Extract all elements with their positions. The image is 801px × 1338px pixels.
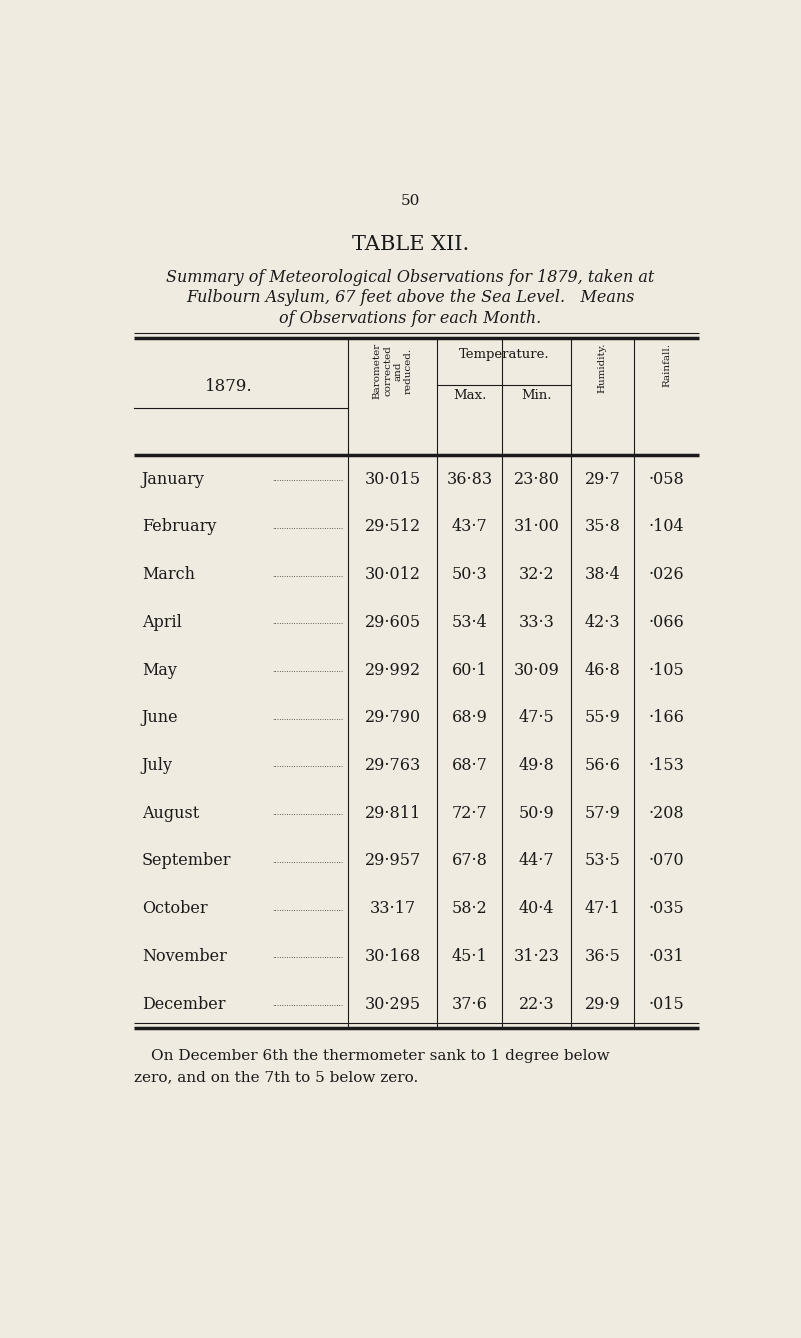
Text: ·066: ·066 [649, 614, 685, 630]
Text: 68·9: 68·9 [452, 709, 488, 727]
Text: Max.: Max. [453, 389, 486, 403]
Text: 29·9: 29·9 [585, 995, 620, 1013]
Text: ..............................: .............................. [272, 523, 344, 531]
Text: 30·295: 30·295 [364, 995, 421, 1013]
Text: December: December [142, 995, 225, 1013]
Text: February: February [142, 518, 216, 535]
Text: ·026: ·026 [649, 566, 684, 583]
Text: Humidity.: Humidity. [598, 343, 607, 393]
Text: May: May [142, 661, 176, 678]
Text: ..............................: .............................. [272, 475, 344, 483]
Text: October: October [142, 900, 207, 918]
Text: Barometer
corrected
and
reduced.: Barometer corrected and reduced. [372, 343, 413, 399]
Text: ..............................: .............................. [272, 713, 344, 721]
Text: 72·7: 72·7 [452, 804, 488, 822]
Text: 38·4: 38·4 [585, 566, 620, 583]
Text: 56·6: 56·6 [585, 757, 620, 773]
Text: zero, and on the 7th to 5 below zero.: zero, and on the 7th to 5 below zero. [135, 1070, 418, 1084]
Text: 50·9: 50·9 [519, 804, 554, 822]
Text: 46·8: 46·8 [585, 661, 620, 678]
Text: Min.: Min. [521, 389, 552, 403]
Text: ·035: ·035 [649, 900, 685, 918]
Text: ..............................: .............................. [272, 904, 344, 913]
Text: 23·80: 23·80 [513, 471, 559, 487]
Text: 43·7: 43·7 [452, 518, 488, 535]
Text: ·031: ·031 [649, 947, 685, 965]
Text: 50: 50 [400, 194, 421, 207]
Text: On December 6th the thermometer sank to 1 degree below: On December 6th the thermometer sank to … [151, 1049, 610, 1062]
Text: 45·1: 45·1 [452, 947, 488, 965]
Text: 42·3: 42·3 [585, 614, 620, 630]
Text: 30·09: 30·09 [513, 661, 559, 678]
Text: 49·8: 49·8 [519, 757, 554, 773]
Text: ..............................: .............................. [272, 666, 344, 674]
Text: ·015: ·015 [649, 995, 685, 1013]
Text: 47·5: 47·5 [519, 709, 554, 727]
Text: of Observations for each Month.: of Observations for each Month. [280, 310, 541, 326]
Text: August: August [142, 804, 199, 822]
Text: ·070: ·070 [649, 852, 684, 870]
Text: ..............................: .............................. [272, 1001, 344, 1008]
Text: 30·015: 30·015 [364, 471, 421, 487]
Text: 57·9: 57·9 [585, 804, 620, 822]
Text: September: September [142, 852, 231, 870]
Text: ·058: ·058 [649, 471, 685, 487]
Text: 29·790: 29·790 [364, 709, 421, 727]
Text: 53·4: 53·4 [452, 614, 488, 630]
Text: 58·2: 58·2 [452, 900, 488, 918]
Text: 33·17: 33·17 [370, 900, 416, 918]
Text: 55·9: 55·9 [585, 709, 620, 727]
Text: 29·811: 29·811 [364, 804, 421, 822]
Text: Fulbourn Asylum, 67 feet above the Sea Level.   Means: Fulbourn Asylum, 67 feet above the Sea L… [187, 289, 634, 306]
Text: 29·605: 29·605 [364, 614, 421, 630]
Text: 50·3: 50·3 [452, 566, 488, 583]
Text: 31·23: 31·23 [513, 947, 560, 965]
Text: 36·83: 36·83 [447, 471, 493, 487]
Text: 37·6: 37·6 [452, 995, 488, 1013]
Text: 53·5: 53·5 [585, 852, 620, 870]
Text: ·104: ·104 [649, 518, 684, 535]
Text: 30·168: 30·168 [364, 947, 421, 965]
Text: January: January [142, 471, 204, 487]
Text: 29·763: 29·763 [364, 757, 421, 773]
Text: 29·992: 29·992 [364, 661, 421, 678]
Text: ..............................: .............................. [272, 953, 344, 961]
Text: 40·4: 40·4 [519, 900, 554, 918]
Text: March: March [142, 566, 195, 583]
Text: ..............................: .............................. [272, 618, 344, 626]
Text: 47·1: 47·1 [585, 900, 620, 918]
Text: Summary of Meteorological Observations for 1879, taken at: Summary of Meteorological Observations f… [167, 269, 654, 286]
Text: Temperature.: Temperature. [459, 348, 549, 361]
Text: 29·957: 29·957 [364, 852, 421, 870]
Text: ·208: ·208 [649, 804, 684, 822]
Text: ..............................: .............................. [272, 761, 344, 769]
Text: 29·512: 29·512 [364, 518, 421, 535]
Text: TABLE XII.: TABLE XII. [352, 234, 469, 254]
Text: 22·3: 22·3 [519, 995, 554, 1013]
Text: November: November [142, 947, 227, 965]
Text: 36·5: 36·5 [585, 947, 620, 965]
Text: 33·3: 33·3 [518, 614, 554, 630]
Text: 68·7: 68·7 [452, 757, 488, 773]
Text: April: April [142, 614, 182, 630]
Text: 32·2: 32·2 [519, 566, 554, 583]
Text: ·166: ·166 [649, 709, 685, 727]
Text: 30·012: 30·012 [364, 566, 421, 583]
Text: ..............................: .............................. [272, 856, 344, 864]
Text: ..............................: .............................. [272, 570, 344, 578]
Text: ·105: ·105 [649, 661, 685, 678]
Text: July: July [142, 757, 173, 773]
Text: ..............................: .............................. [272, 809, 344, 818]
Text: June: June [142, 709, 179, 727]
Text: 60·1: 60·1 [452, 661, 488, 678]
Text: 44·7: 44·7 [519, 852, 554, 870]
Text: 67·8: 67·8 [452, 852, 488, 870]
Text: 31·00: 31·00 [513, 518, 559, 535]
Text: Rainfall.: Rainfall. [662, 343, 671, 387]
Text: 1879.: 1879. [205, 377, 253, 395]
Text: 35·8: 35·8 [585, 518, 620, 535]
Text: 29·7: 29·7 [585, 471, 620, 487]
Text: ·153: ·153 [649, 757, 685, 773]
